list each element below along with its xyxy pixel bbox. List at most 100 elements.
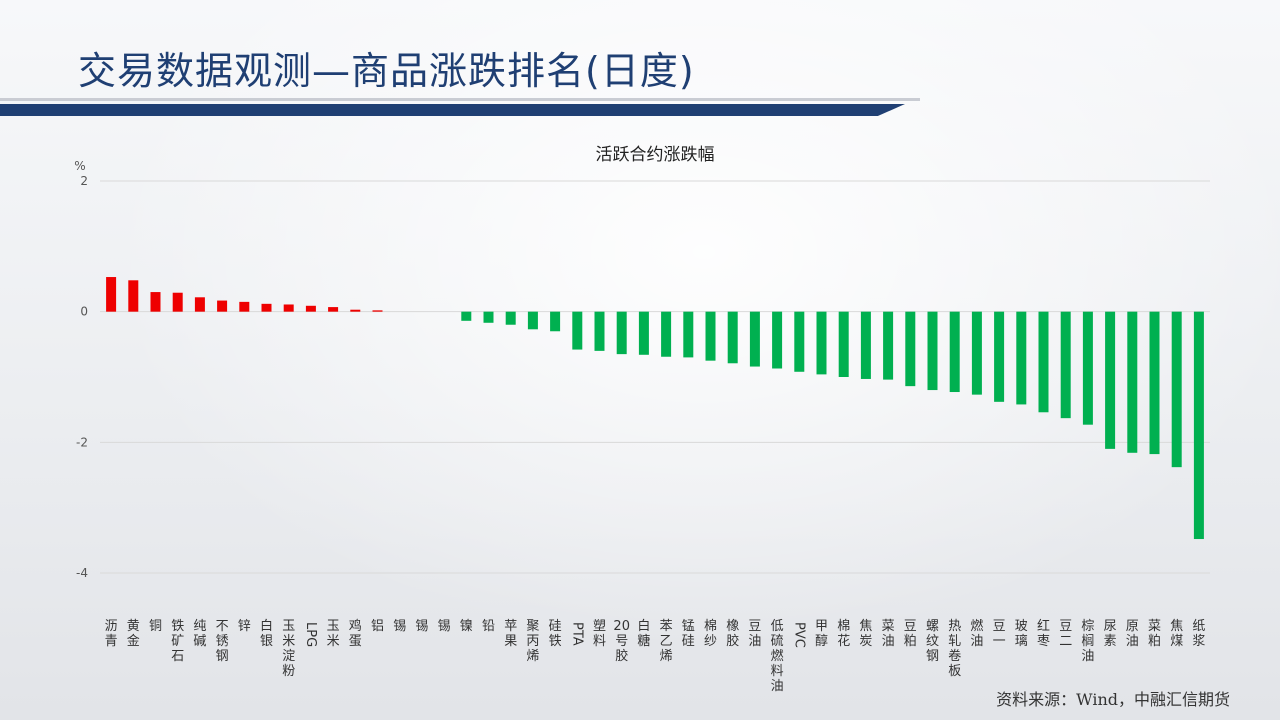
category-label: 玻璃 — [1015, 619, 1028, 649]
category-label: 螺纹钢 — [926, 619, 939, 664]
category-label: 低硫燃料油 — [771, 619, 784, 694]
category-label: 玉米淀粉 — [282, 619, 295, 679]
category-label: 白银 — [260, 618, 273, 649]
bar — [683, 311, 694, 358]
category-label: 黄金 — [127, 619, 140, 649]
bar — [860, 311, 871, 379]
bar — [483, 311, 494, 323]
bar — [994, 311, 1005, 402]
category-label: 苯乙烯 — [660, 619, 673, 664]
category-label: 聚丙烯 — [526, 619, 539, 664]
category-label: 菜粕 — [1148, 619, 1161, 649]
bar — [572, 311, 583, 350]
bar — [794, 311, 805, 372]
category-label: 红枣 — [1037, 618, 1050, 649]
bar — [1060, 311, 1071, 419]
y-axis-unit: % — [74, 159, 85, 173]
bar — [1105, 311, 1116, 449]
y-tick-label: 0 — [80, 305, 88, 319]
page-title: 交易数据观测—商品涨跌排名(日度) — [78, 49, 695, 93]
bar — [505, 311, 516, 325]
chart-title: 活跃合约涨跌幅 — [595, 145, 715, 165]
bar — [1016, 311, 1027, 405]
title-underline-bar — [0, 104, 905, 116]
bar — [816, 311, 827, 375]
title-underline-thin — [0, 98, 920, 101]
category-label: 锡 — [393, 619, 406, 634]
bar — [883, 311, 894, 380]
bar — [217, 300, 228, 312]
bar — [172, 292, 183, 312]
category-label: 棕榈油 — [1081, 619, 1094, 664]
category-label: 豆二 — [1059, 619, 1072, 649]
source-note: 资料来源：Wind，中融汇信期货 — [996, 690, 1230, 709]
category-label: 玉米 — [327, 619, 340, 649]
bar — [239, 301, 250, 312]
bar — [594, 311, 605, 351]
category-label: 鸡蛋 — [349, 618, 362, 649]
bar — [661, 311, 672, 357]
bar — [971, 311, 982, 395]
category-label: 豆一 — [993, 619, 1006, 649]
category-label: 豆油 — [748, 619, 761, 649]
category-label: 尿素 — [1104, 619, 1117, 649]
category-label: 塑料 — [593, 619, 606, 649]
bar — [106, 277, 117, 312]
bar — [905, 311, 916, 387]
bar — [328, 307, 339, 312]
category-label: 燃油 — [970, 618, 983, 649]
category-label: 20 号胶 — [613, 619, 630, 664]
bar — [705, 311, 716, 361]
category-label: 铜 — [149, 619, 162, 634]
category-label: 甲醇 — [815, 619, 828, 649]
category-label: 焦炭 — [859, 619, 872, 649]
category-label: 锡 — [415, 619, 428, 634]
bar — [305, 305, 316, 312]
category-label: PTA — [569, 622, 584, 646]
bar — [350, 309, 361, 312]
bar — [283, 304, 294, 312]
bar — [749, 311, 760, 367]
bar — [550, 311, 561, 332]
category-label: 铅 — [482, 619, 495, 634]
bar — [372, 310, 383, 312]
y-tick-label: -2 — [76, 435, 88, 449]
category-label: 棉花 — [837, 619, 850, 649]
category-label: 白糖 — [637, 618, 650, 649]
bar — [128, 280, 139, 312]
bar — [1149, 311, 1160, 455]
bar — [1038, 311, 1049, 413]
category-label: 热轧卷板 — [948, 619, 961, 679]
bar — [1127, 311, 1138, 453]
category-label: 焦煤 — [1170, 619, 1183, 649]
bar — [727, 311, 738, 364]
category-label: 锌 — [238, 619, 251, 634]
bar — [461, 311, 472, 321]
category-label: 纸浆 — [1192, 619, 1205, 649]
bar — [1193, 311, 1204, 540]
category-label: 锡 — [438, 619, 451, 634]
bar — [838, 311, 849, 377]
bar — [1171, 311, 1182, 468]
category-label: 锰硅 — [682, 619, 695, 649]
category-label: 不锈钢 — [216, 619, 229, 664]
category-label: 橡胶 — [726, 619, 739, 649]
bar — [616, 311, 627, 355]
y-tick-label: 2 — [80, 174, 88, 188]
category-label: 铝 — [371, 619, 384, 634]
bar — [638, 311, 649, 355]
category-label: 菜油 — [882, 619, 895, 649]
bar — [527, 311, 538, 330]
category-label: 沥青 — [105, 619, 118, 649]
bar — [150, 292, 161, 312]
category-label: 纯碱 — [193, 619, 206, 649]
category-label: 铁矿石 — [171, 619, 184, 664]
category-label: PVC — [791, 622, 806, 648]
bar — [261, 303, 272, 312]
category-label: 棉纱 — [704, 619, 717, 649]
bar — [772, 311, 783, 369]
category-label: LPG — [303, 622, 318, 647]
category-label: 硅铁 — [549, 619, 562, 649]
bar — [949, 311, 960, 393]
